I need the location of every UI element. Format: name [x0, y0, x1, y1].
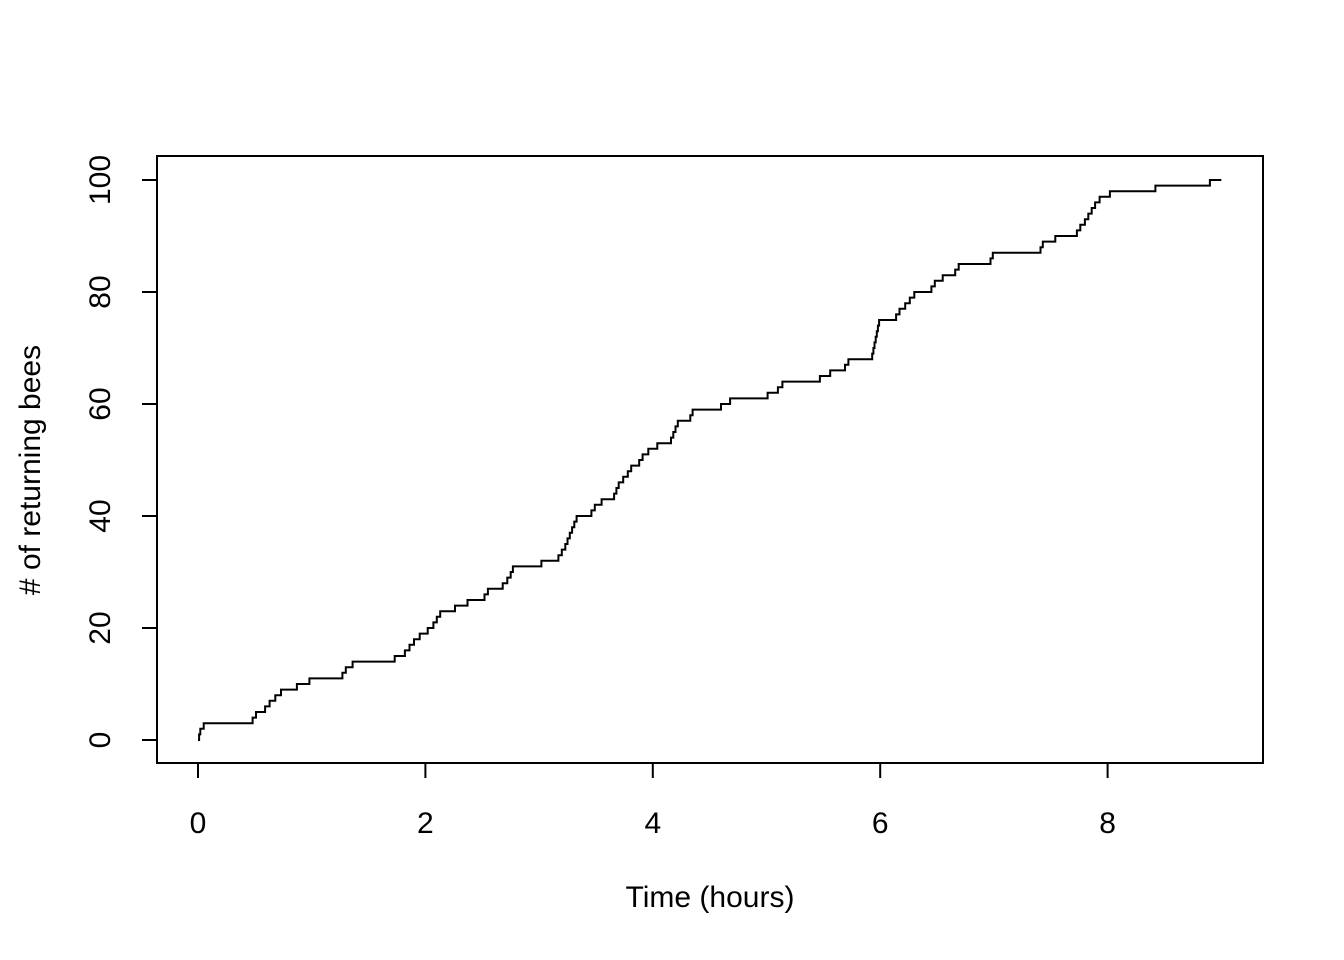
y-tick-label: 0 — [84, 732, 117, 749]
x-axis-title: Time (hours) — [626, 881, 795, 914]
y-tick-label: 80 — [84, 275, 117, 308]
x-tick-label: 2 — [417, 807, 434, 840]
y-axis-tick-labels: 0 20 40 60 80 100 — [84, 155, 117, 748]
x-tick-label: 6 — [872, 807, 889, 840]
y-tick-label: 40 — [84, 499, 117, 532]
plot-frame — [156, 155, 1264, 764]
x-tick-label: 4 — [644, 807, 661, 840]
y-tick-label: 60 — [84, 387, 117, 420]
x-axis-tick-labels: 0 2 4 6 8 — [190, 807, 1116, 840]
x-axis-ticks — [197, 763, 1109, 778]
x-tick-label: 8 — [1099, 807, 1116, 840]
y-axis-title: # of returning bees — [14, 345, 47, 595]
x-tick-label: 0 — [190, 807, 207, 840]
y-tick-label: 100 — [84, 155, 117, 205]
y-axis-ticks — [142, 179, 157, 741]
y-tick-label: 20 — [84, 611, 117, 644]
step-line-series — [198, 179, 1222, 741]
